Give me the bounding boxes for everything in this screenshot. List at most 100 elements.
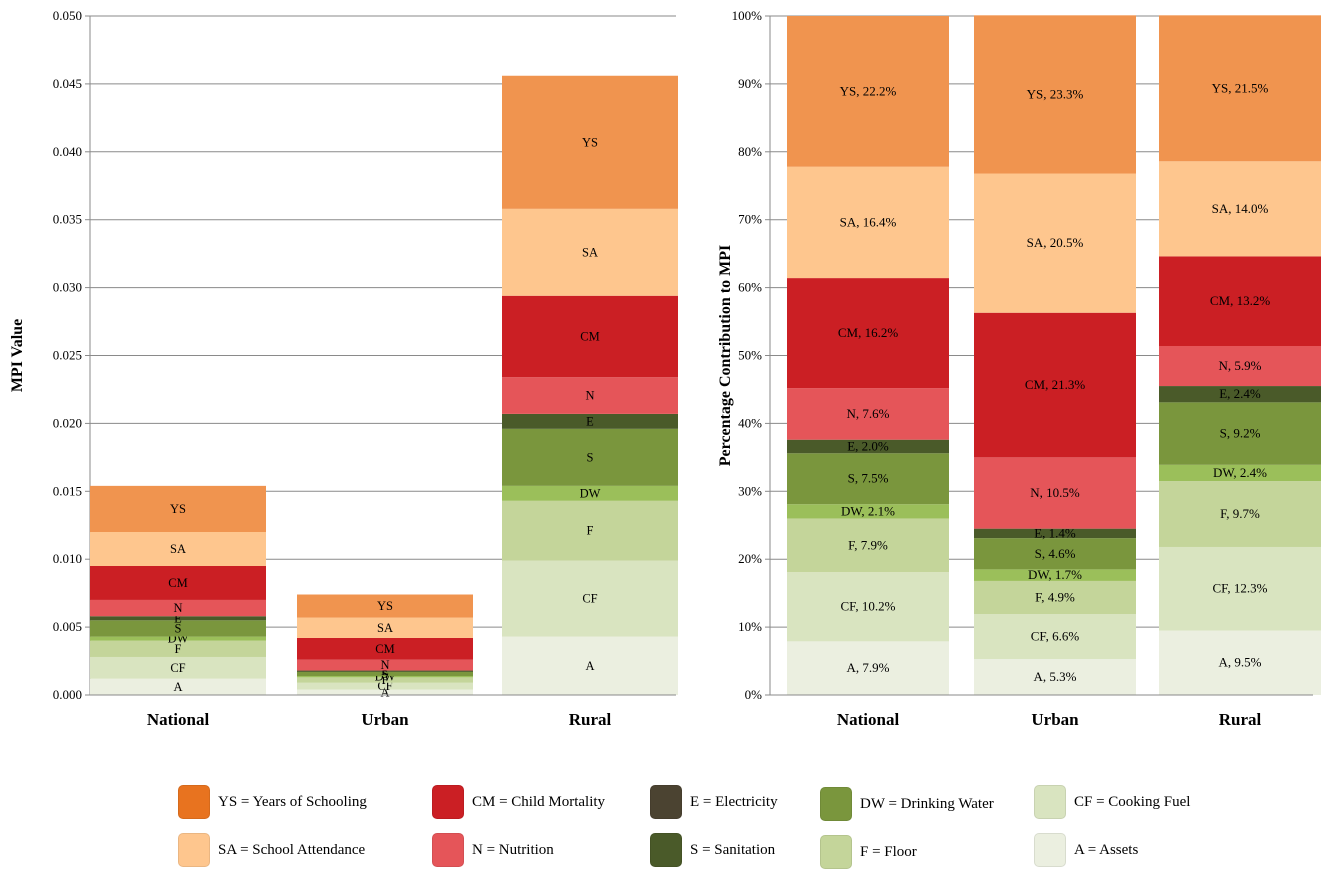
y-axis-label: MPI Value <box>9 319 26 392</box>
bar-data-label: SA, 16.4% <box>840 214 897 229</box>
bar-segment-e <box>297 670 473 672</box>
bar-data-label: S <box>382 667 389 681</box>
bar-segment-dw <box>502 485 678 501</box>
y-tick-label: 0.000 <box>53 687 82 702</box>
bar-segment-n <box>502 377 678 414</box>
bar-segment-cm <box>297 637 473 660</box>
y-tick-label: 0.040 <box>53 144 82 159</box>
bar-data-label: S, 4.6% <box>1035 546 1076 561</box>
bar-data-label: SA <box>582 245 598 259</box>
bar-data-label: E <box>381 664 389 678</box>
y-tick-label: 0.030 <box>53 280 82 295</box>
x-tick-label: Urban <box>1031 710 1079 729</box>
bar-data-label: YS <box>170 502 186 516</box>
bar-segment-a <box>1159 630 1321 695</box>
bar-data-label: A, 9.5% <box>1219 655 1262 670</box>
percentage-contribution-chart: 0% 10% 20% 30% 40% 50% 60% 70% 80% 90% 100% Percent… <box>717 8 1321 729</box>
bar-segment-cm <box>502 295 678 378</box>
bar-segment-f <box>297 677 473 683</box>
y-tick-label: 0.015 <box>53 483 82 498</box>
y-axis-label: Percentage Contribution to MPI <box>717 245 734 466</box>
bar-data-label: N <box>380 658 389 672</box>
bar-segment-cf <box>90 656 266 679</box>
bar-data-label: CM, 13.2% <box>1210 293 1270 308</box>
bar-segment-f <box>787 518 949 573</box>
bar-segment-cf <box>787 572 949 642</box>
bar-segment-cf <box>502 560 678 637</box>
bar-segment-e <box>974 528 1136 539</box>
bar-segment-dw <box>90 636 266 641</box>
bar-segment-cm <box>787 278 949 389</box>
bar-segment-sa <box>1159 161 1321 257</box>
bar-data-label: SA, 20.5% <box>1027 235 1084 250</box>
bar-data-label: DW, 2.1% <box>841 503 895 518</box>
bar-segment-e <box>502 413 678 429</box>
y-tick-label: 0.020 <box>53 415 82 430</box>
bar-segment-f <box>974 580 1136 615</box>
y-tick-label: 0.010 <box>53 551 82 566</box>
bar-data-label: SA <box>377 621 393 635</box>
bar-segment-f <box>1159 481 1321 547</box>
bar-segment-a <box>90 678 266 695</box>
bar-data-label: S, 9.2% <box>1220 426 1261 441</box>
bar-segment-s <box>297 671 473 676</box>
y-tick-label: 0% <box>745 687 763 702</box>
bar-segment-cf <box>297 682 473 690</box>
bar-segment-dw <box>1159 464 1321 482</box>
bar-data-label: SA <box>170 542 186 556</box>
y-tick-label: 50% <box>738 348 762 363</box>
bar-data-label: E <box>586 414 594 428</box>
bar-segment-sa <box>974 173 1136 313</box>
bar-data-label: F <box>587 524 594 538</box>
bar-data-label: E, 2.0% <box>847 438 889 453</box>
bar-segment-cm <box>974 312 1136 458</box>
bar-segment-sa <box>787 166 949 279</box>
mpi-value-chart: 0.000 0.005 0.010 0.015 0.020 0.025 0.030 0.035… <box>9 8 678 729</box>
bar-segment-e <box>1159 386 1321 403</box>
bar-segment-cm <box>90 565 266 600</box>
bar-data-label: N <box>585 389 594 403</box>
bar-data-label: A <box>585 659 594 673</box>
bar-data-label: F <box>382 673 389 687</box>
y-tick-label: 10% <box>738 619 762 634</box>
bar-data-label: YS, 23.3% <box>1027 86 1084 101</box>
y-tick-label: 0.045 <box>53 76 82 91</box>
bar-segment-sa <box>502 208 678 296</box>
bar-data-label: E, 1.4% <box>1034 525 1076 540</box>
bar-segment-ys <box>787 16 949 167</box>
bar-segment-f <box>502 500 678 561</box>
bar-data-label: CM, 16.2% <box>838 325 898 340</box>
bar-data-label: F, 7.9% <box>848 537 888 552</box>
y-tick-label: 100% <box>732 8 763 23</box>
y-tick-label: 20% <box>738 551 762 566</box>
bar-segment-s <box>787 453 949 505</box>
bar-data-label: A, 7.9% <box>847 660 890 675</box>
bar-data-label: N, 7.6% <box>847 406 890 421</box>
bar-segment-f <box>90 640 266 657</box>
y-tick-label: 70% <box>738 212 762 227</box>
bar-data-label: DW <box>580 486 601 500</box>
y-tick-label: 0.005 <box>53 619 82 634</box>
bar-data-label: CM <box>580 329 599 343</box>
bar-segment-cf <box>1159 546 1321 631</box>
bar-segment-a <box>297 689 473 695</box>
bar-data-label: DW, 2.4% <box>1213 465 1267 480</box>
bar-data-label: YS, 21.5% <box>1212 80 1269 95</box>
bar-data-label: CF, 10.2% <box>841 599 896 614</box>
bar-segment-n <box>90 599 266 617</box>
bar-data-label: E, 2.4% <box>1219 386 1261 401</box>
bar-segment-ys <box>90 485 266 533</box>
bar-segment-a <box>502 636 678 695</box>
bar-data-label: S <box>587 450 594 464</box>
bar-data-label: CF <box>170 661 185 675</box>
bar-segment-ys <box>297 594 473 618</box>
bar-data-label: CF, 12.3% <box>1213 581 1268 596</box>
bar-data-label: F <box>175 642 182 656</box>
bar-data-label: CM, 21.3% <box>1025 377 1085 392</box>
bar-segment-n <box>974 457 1136 529</box>
bar-segment-dw <box>297 675 473 678</box>
y-tick-label: 40% <box>738 415 762 430</box>
x-tick-label: National <box>837 710 900 729</box>
bar-segment-e <box>787 439 949 454</box>
